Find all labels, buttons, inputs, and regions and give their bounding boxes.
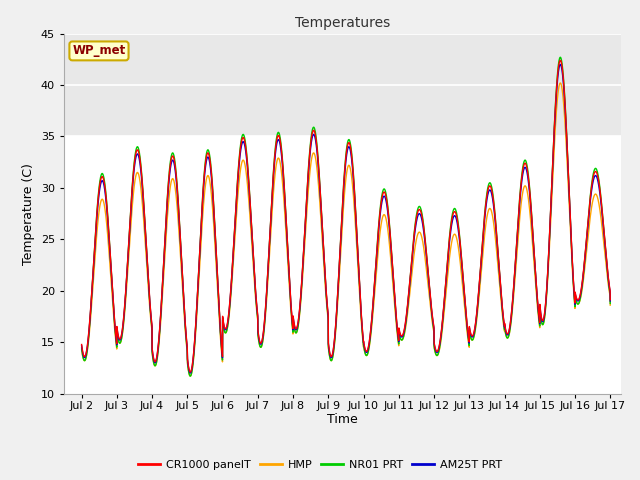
Title: Temperatures: Temperatures — [295, 16, 390, 30]
Legend: CR1000 panelT, HMP, NR01 PRT, AM25T PRT: CR1000 panelT, HMP, NR01 PRT, AM25T PRT — [134, 456, 506, 474]
Y-axis label: Temperature (C): Temperature (C) — [22, 163, 35, 264]
Text: WP_met: WP_met — [72, 44, 125, 58]
X-axis label: Time: Time — [327, 413, 358, 426]
Bar — [64, 34, 621, 136]
